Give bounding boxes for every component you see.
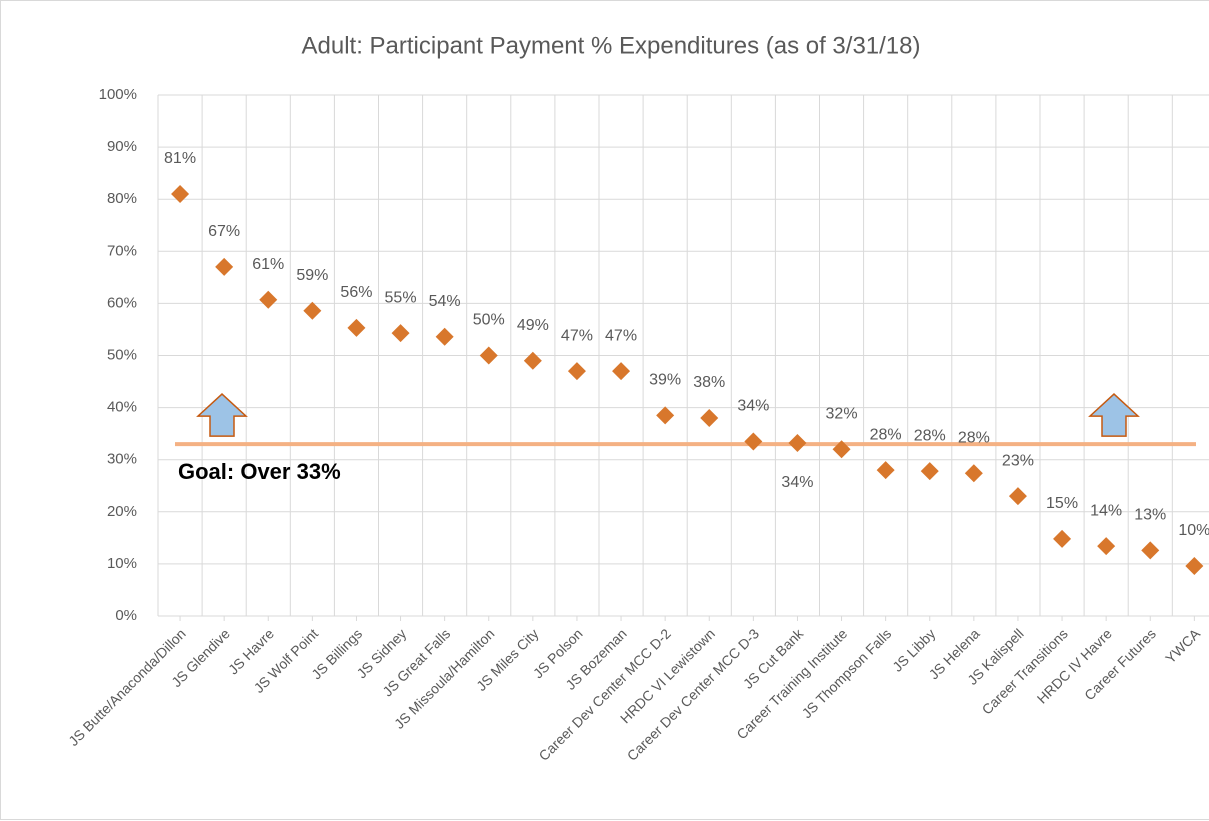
data-label: 32% — [826, 405, 858, 422]
diamond-marker — [876, 461, 895, 480]
diamond-marker — [1097, 537, 1116, 556]
marks — [171, 184, 1204, 575]
diamond-marker — [920, 462, 939, 481]
diamond-marker — [1008, 487, 1027, 506]
data-label: 81% — [164, 150, 196, 167]
diamond-marker — [215, 257, 234, 276]
y-tick-label: 0% — [115, 607, 137, 624]
diamond-marker — [479, 346, 498, 365]
diamond-marker — [435, 327, 454, 346]
diamond-marker — [567, 362, 586, 381]
diamond-marker — [1141, 541, 1160, 560]
data-label: 13% — [1134, 507, 1166, 524]
y-tick-label: 20% — [107, 503, 137, 520]
diamond-marker — [612, 362, 631, 381]
y-tick-label: 70% — [107, 242, 137, 259]
data-label: 49% — [517, 317, 549, 334]
data-label: 28% — [914, 427, 946, 444]
diamond-marker — [303, 301, 322, 320]
diamond-marker — [656, 406, 675, 425]
y-tick-label: 80% — [107, 190, 137, 207]
diamond-marker — [1053, 529, 1072, 548]
data-label: 34% — [781, 474, 813, 491]
diamond-marker — [832, 440, 851, 459]
data-label: 28% — [958, 429, 990, 446]
data-label: 55% — [385, 289, 417, 306]
data-label: 28% — [870, 426, 902, 443]
diamond-marker — [964, 464, 983, 483]
y-tick-label: 90% — [107, 138, 137, 155]
data-label: 59% — [296, 267, 328, 284]
data-label: 54% — [429, 293, 461, 310]
diamond-marker — [347, 318, 366, 337]
data-label: 15% — [1046, 495, 1078, 512]
goal-label: Goal: Over 33% — [178, 459, 341, 484]
grid — [157, 94, 1209, 617]
diamond-marker — [1185, 556, 1204, 575]
data-label: 47% — [605, 327, 637, 344]
data-label: 38% — [693, 374, 725, 391]
data-label: 34% — [737, 398, 769, 415]
y-tick-label: 10% — [107, 555, 137, 572]
diamond-marker — [523, 351, 542, 370]
data-label: 23% — [1002, 452, 1034, 469]
y-tick-label: 50% — [107, 346, 137, 363]
y-tick-label: 30% — [107, 451, 137, 468]
data-label: 47% — [561, 327, 593, 344]
diamond-marker — [744, 432, 763, 451]
diamond-marker — [788, 434, 807, 453]
y-tick-label: 60% — [107, 294, 137, 311]
chart-title: Adult: Participant Payment % Expenditure… — [302, 32, 921, 59]
goal-arrow — [196, 393, 248, 437]
goal-arrow — [1088, 393, 1140, 437]
data-label: 61% — [252, 256, 284, 273]
data-label: 56% — [340, 284, 372, 301]
y-tick-label: 100% — [99, 86, 137, 103]
data-label: 67% — [208, 223, 240, 240]
data-label: 50% — [473, 312, 505, 329]
diamond-marker — [700, 409, 719, 428]
data-label: 39% — [649, 372, 681, 389]
diamond-marker — [259, 290, 278, 309]
diamond-marker — [391, 324, 410, 343]
diamond-marker — [171, 184, 190, 203]
y-tick-label: 40% — [107, 399, 137, 416]
data-label: 14% — [1090, 502, 1122, 519]
data-label: 10% — [1178, 522, 1209, 539]
